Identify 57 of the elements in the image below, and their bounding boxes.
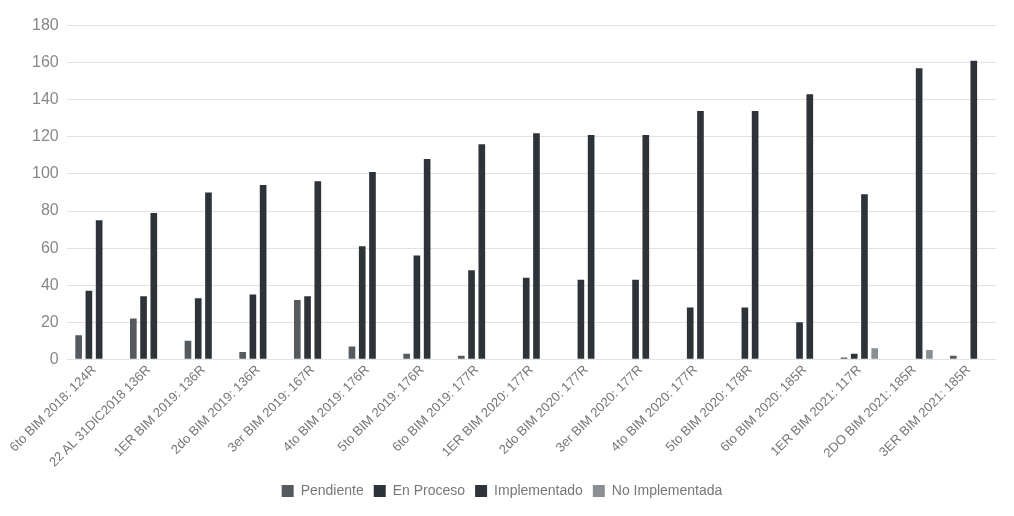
bar [686, 307, 694, 359]
bar [259, 185, 267, 359]
bar [861, 194, 868, 359]
bar [697, 110, 704, 359]
bar [796, 322, 803, 359]
bar [314, 181, 322, 359]
y-tick-label: 0 [49, 349, 59, 367]
bar [806, 94, 814, 359]
bar [850, 353, 858, 359]
y-tick-label: 60 [40, 238, 59, 256]
bar [348, 346, 356, 359]
bar [304, 296, 311, 359]
legend-label: Pendiente [300, 481, 364, 498]
bar [205, 192, 212, 359]
bar [468, 270, 475, 359]
bar [403, 353, 410, 359]
bar [871, 348, 879, 359]
legend-label: Implementado [494, 481, 584, 498]
bar [642, 135, 650, 359]
y-tick-label: 160 [31, 53, 59, 71]
bar [150, 212, 158, 359]
bar [587, 135, 595, 359]
y-tick-label: 140 [31, 90, 59, 108]
bar [249, 294, 257, 359]
bar [577, 279, 585, 359]
bar [741, 307, 749, 359]
bar [423, 159, 431, 359]
bar [129, 318, 137, 359]
bar [533, 133, 540, 359]
bar [293, 300, 301, 359]
y-tick-label: 180 [31, 16, 59, 34]
bar [95, 220, 103, 359]
bar [457, 355, 465, 359]
legend-label: No Implementada [611, 481, 723, 498]
bar [413, 255, 421, 359]
bar [478, 144, 486, 359]
bar [369, 172, 376, 359]
bar [949, 355, 957, 359]
bar [522, 277, 530, 359]
bar [970, 60, 978, 359]
y-tick-label: 80 [40, 201, 59, 219]
bar [926, 350, 933, 359]
bar [358, 246, 366, 359]
bar [632, 279, 639, 359]
bar [140, 296, 147, 359]
bar [85, 290, 93, 359]
bar [239, 351, 246, 359]
bar [915, 68, 923, 359]
bar [194, 298, 202, 359]
y-tick-label: 120 [31, 127, 59, 145]
bar [751, 110, 759, 359]
bar [184, 340, 192, 359]
y-tick-label: 100 [31, 164, 59, 182]
bar [75, 335, 82, 359]
y-tick-label: 20 [40, 312, 59, 330]
y-tick-label: 40 [40, 275, 59, 293]
legend-label: En Proceso [392, 481, 466, 498]
